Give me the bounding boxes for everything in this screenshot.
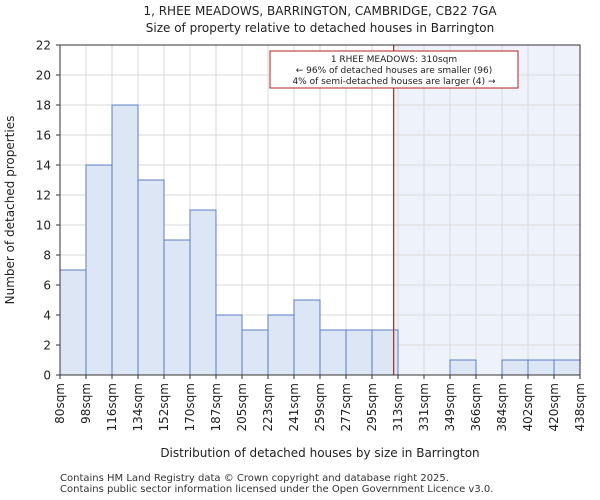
x-tick-label: 420sqm (547, 383, 561, 431)
x-tick-label: 384sqm (495, 383, 509, 431)
bar (501, 359, 529, 376)
x-tick-label: 223sqm (261, 383, 275, 431)
bar (293, 299, 321, 376)
chart-title-line2: Size of property relative to detached ho… (146, 21, 495, 35)
x-tick-label: 205sqm (235, 383, 249, 431)
y-tick-label: 10 (36, 219, 51, 233)
x-tick-label: 277sqm (339, 383, 353, 431)
y-tick-label: 8 (43, 249, 51, 263)
footer-line1: Contains HM Land Registry data © Crown c… (60, 473, 449, 484)
bar (59, 269, 87, 376)
y-axis-label: Number of detached properties (3, 116, 17, 305)
x-tick-label: 438sqm (573, 383, 587, 431)
footer-line2: Contains public sector information licen… (60, 484, 494, 495)
x-tick-label: 331sqm (417, 383, 431, 431)
y-tick-label: 16 (36, 129, 51, 143)
y-tick-label: 6 (43, 279, 51, 293)
x-tick-label: 98sqm (79, 383, 93, 424)
x-tick-label: 313sqm (391, 383, 405, 431)
x-tick-label: 80sqm (53, 383, 67, 424)
chart-title-line1: 1, RHEE MEADOWS, BARRINGTON, CAMBRIDGE, … (143, 4, 497, 18)
x-tick-label: 170sqm (183, 383, 197, 431)
y-tick-label: 2 (43, 339, 51, 353)
x-tick-label: 116sqm (105, 383, 119, 431)
annotation-box: 1 RHEE MEADOWS: 310sqm ← 96% of detached… (269, 50, 519, 89)
x-tick-label: 134sqm (131, 383, 145, 431)
bar (241, 329, 269, 376)
bar (449, 359, 477, 376)
y-tick-label: 12 (36, 189, 51, 203)
y-tick-label: 22 (36, 39, 51, 53)
x-tick-label: 366sqm (469, 383, 483, 431)
x-tick-label: 152sqm (157, 383, 171, 431)
larger-region-highlight (393, 45, 580, 375)
x-tick-label: 349sqm (443, 383, 457, 431)
bar (527, 359, 555, 376)
x-tick-label: 241sqm (287, 383, 301, 431)
bar (215, 314, 243, 376)
y-tick-label: 18 (36, 99, 51, 113)
bar (189, 209, 217, 376)
x-axis-label: Distribution of detached houses by size … (160, 446, 479, 460)
bar (267, 314, 295, 376)
x-tick-label: 295sqm (365, 383, 379, 431)
bar (85, 164, 113, 376)
bar (137, 179, 165, 376)
x-tick-label: 402sqm (521, 383, 535, 431)
bar (553, 359, 581, 376)
x-tick-label: 259sqm (313, 383, 327, 431)
y-tick-label: 4 (43, 309, 51, 323)
bar (345, 329, 373, 376)
annotation-line2: ← 96% of detached houses are smaller (96… (296, 66, 493, 76)
annotation-line1: 1 RHEE MEADOWS: 310sqm (331, 55, 457, 65)
y-tick-label: 20 (36, 69, 51, 83)
bar (319, 329, 347, 376)
bar (111, 104, 139, 376)
annotation-line3: 4% of semi-detached houses are larger (4… (292, 77, 496, 87)
bar (163, 239, 191, 376)
x-tick-label: 187sqm (209, 383, 223, 431)
y-tick-label: 14 (36, 159, 51, 173)
y-tick-label: 0 (43, 369, 51, 383)
